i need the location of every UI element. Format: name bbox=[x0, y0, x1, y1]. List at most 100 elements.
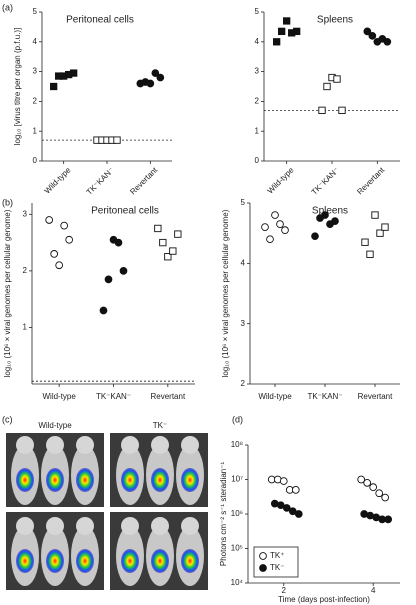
y-tick-label: 3 bbox=[33, 67, 38, 76]
point bbox=[273, 38, 281, 46]
point bbox=[114, 238, 123, 247]
point bbox=[119, 267, 128, 275]
point bbox=[174, 230, 182, 238]
y-axis-label: Photons cm⁻² s⁻¹ steradian⁻¹ bbox=[219, 462, 228, 567]
point bbox=[381, 223, 389, 231]
y-tick-label: 10⁵ bbox=[231, 544, 243, 553]
y-tick-label: 0 bbox=[33, 156, 38, 165]
point bbox=[311, 232, 319, 241]
legend-swatch bbox=[259, 564, 267, 572]
point bbox=[55, 261, 64, 270]
y-tick-label: 2 bbox=[23, 266, 28, 275]
panel-label: (d) bbox=[232, 414, 243, 424]
y-tick-label: 10⁷ bbox=[231, 475, 243, 484]
point bbox=[363, 478, 372, 487]
point bbox=[323, 82, 331, 91]
point bbox=[159, 238, 167, 247]
x-tick-label: TK⁻KAN⁻ bbox=[96, 392, 131, 401]
point bbox=[293, 27, 301, 36]
y-tick-label: 10⁸ bbox=[231, 440, 243, 449]
y-tick-label: 3 bbox=[255, 67, 260, 76]
point bbox=[321, 211, 329, 219]
point bbox=[104, 275, 113, 284]
y-tick-label: 3 bbox=[241, 319, 246, 328]
point bbox=[363, 27, 372, 36]
y-axis-label: log₁₀ (10⁶ × viral genomes per cellular … bbox=[221, 209, 230, 377]
point bbox=[294, 510, 303, 518]
point bbox=[376, 229, 384, 237]
photo-grid bbox=[6, 433, 208, 590]
point bbox=[156, 73, 165, 82]
y-tick-label: 1 bbox=[23, 323, 28, 332]
point bbox=[366, 250, 374, 258]
legend-swatch bbox=[259, 552, 267, 560]
x-tick-label: Wild-type bbox=[258, 392, 292, 401]
point bbox=[282, 504, 291, 512]
y-tick-label: 1 bbox=[255, 126, 260, 135]
x-tick-label: Wild-type bbox=[266, 165, 296, 195]
y-tick-label: 4 bbox=[255, 37, 260, 46]
column-label: Wild-type bbox=[38, 421, 72, 430]
chart-title: Peritoneal cells bbox=[91, 206, 159, 217]
point bbox=[338, 106, 346, 114]
point bbox=[60, 221, 69, 230]
y-tick-label: 5 bbox=[241, 198, 246, 207]
point bbox=[361, 238, 369, 246]
x-tick-label: 2 bbox=[282, 586, 287, 595]
y-tick-label: 4 bbox=[241, 258, 246, 267]
point bbox=[278, 27, 286, 36]
point bbox=[154, 224, 162, 233]
y-tick-label: 2 bbox=[255, 97, 260, 106]
point bbox=[151, 69, 160, 77]
column-label: TK⁻ bbox=[153, 421, 167, 430]
y-tick-label: 10⁴ bbox=[231, 578, 244, 587]
x-tick-label: Wild-type bbox=[42, 392, 76, 401]
y-axis-label: log₁₀ (10⁶ × viral genomes per cellular … bbox=[3, 209, 12, 377]
point bbox=[333, 75, 341, 83]
x-tick-label: Revertant bbox=[150, 392, 185, 401]
point bbox=[381, 493, 390, 502]
y-axis-label: log₁₀ [virus titre per organ (p.f.u.)] bbox=[13, 28, 22, 146]
legend-label: TK⁻ bbox=[270, 563, 284, 572]
y-tick-label: 1 bbox=[33, 126, 38, 135]
y-tick-label: 3 bbox=[23, 209, 28, 218]
point bbox=[164, 253, 172, 261]
y-tick-label: 0 bbox=[255, 156, 260, 165]
point bbox=[146, 79, 155, 88]
panel-label: (b) bbox=[2, 197, 13, 207]
x-tick-label: TK⁻KAN⁻ bbox=[310, 166, 341, 197]
point bbox=[369, 483, 378, 492]
y-tick-label: 5 bbox=[33, 7, 38, 16]
point bbox=[99, 306, 108, 315]
point bbox=[271, 211, 279, 219]
point bbox=[266, 235, 274, 244]
panel-label: (c) bbox=[2, 414, 13, 424]
point bbox=[283, 17, 291, 25]
point bbox=[331, 217, 339, 225]
point bbox=[318, 106, 326, 114]
point bbox=[371, 211, 379, 219]
x-axis-label: Time (days post-infection) bbox=[278, 595, 370, 604]
point bbox=[65, 235, 74, 244]
point bbox=[357, 475, 366, 484]
point bbox=[169, 247, 177, 255]
x-tick-label: 4 bbox=[371, 586, 376, 595]
point bbox=[50, 82, 58, 91]
chart-title: Peritoneal cells bbox=[66, 15, 134, 26]
point bbox=[291, 486, 300, 494]
chart-title: Spleens bbox=[317, 15, 353, 26]
y-tick-label: 2 bbox=[33, 97, 38, 106]
x-tick-label: Wild-type bbox=[43, 165, 73, 195]
legend-box bbox=[253, 546, 299, 578]
x-tick-label: TK⁻KAN⁻ bbox=[85, 166, 116, 197]
panel-label: (a) bbox=[2, 2, 13, 12]
y-tick-label: 4 bbox=[33, 37, 38, 46]
point bbox=[375, 489, 384, 498]
x-tick-label: Revertant bbox=[355, 165, 386, 196]
y-tick-label: 5 bbox=[255, 7, 260, 16]
chart-title: Spleens bbox=[312, 206, 348, 217]
point bbox=[113, 136, 121, 144]
point bbox=[70, 69, 78, 77]
point bbox=[261, 223, 269, 231]
